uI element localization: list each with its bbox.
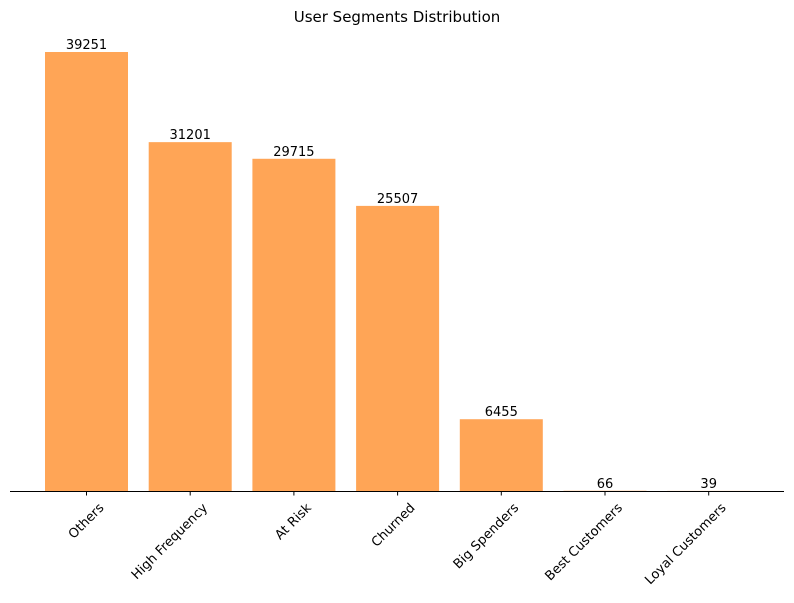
bar-value-label: 39 (700, 477, 717, 492)
x-tick-label: High Frequency (129, 501, 211, 583)
bar-value-label: 39251 (66, 38, 107, 53)
bar-at-risk (252, 158, 336, 492)
bar-churned (356, 205, 440, 492)
bars-group: 39251 31201 29715 25507 6455 66 39 (45, 38, 751, 492)
x-tick-label: At Risk (272, 500, 315, 543)
bar-high-frequency (148, 142, 232, 492)
bar-value-label: 25507 (377, 192, 418, 207)
bar-value-label: 31201 (170, 128, 211, 143)
chart-title: User Segments Distribution (294, 8, 501, 26)
bar-big-spenders (459, 419, 543, 492)
x-tick-label: Best Customers (543, 501, 626, 584)
bar-value-label: 66 (597, 477, 614, 492)
bar-others (45, 52, 128, 492)
x-tick-label: Others (66, 501, 108, 543)
bar-value-label: 6455 (485, 405, 518, 420)
x-tick-label: Big Spenders (451, 501, 523, 573)
x-ticks-group: Others High Frequency At Risk Churned Big Sp… (66, 491, 730, 588)
x-tick-label: Loyal Customers (642, 501, 729, 588)
x-tick-label: Churned (369, 501, 419, 551)
bar-value-label: 29715 (273, 145, 314, 160)
